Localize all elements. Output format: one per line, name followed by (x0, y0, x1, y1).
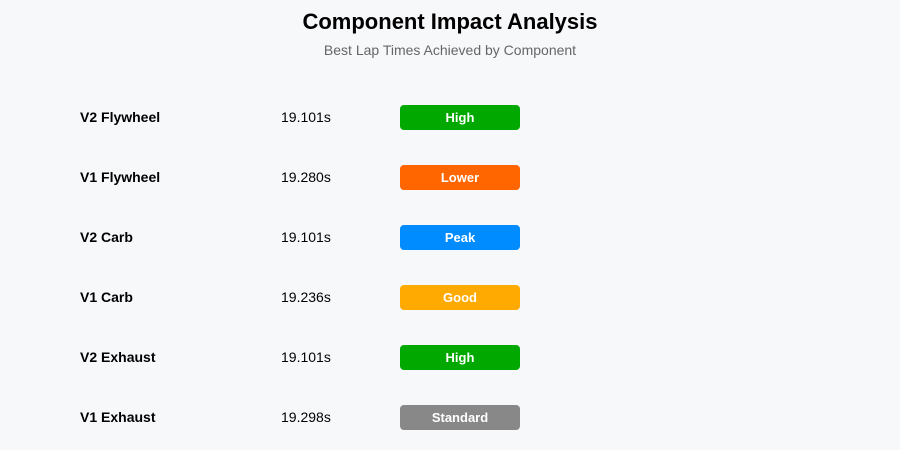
component-row: V1 Exhaust 19.298s Standard (0, 405, 900, 431)
best-lap-time: 19.101s (281, 349, 331, 365)
component-row: V1 Carb 19.236s Good (0, 285, 900, 311)
component-row: V2 Exhaust 19.101s High (0, 345, 900, 371)
best-lap-time: 19.280s (281, 169, 331, 185)
impact-badge: High (400, 345, 520, 370)
component-name: V2 Carb (80, 229, 133, 245)
component-name: V1 Carb (80, 289, 133, 305)
page-title: Component Impact Analysis (302, 9, 598, 34)
page-subtitle: Best Lap Times Achieved by Component (323, 42, 577, 58)
component-name: V1 Flywheel (80, 169, 161, 185)
component-name: V2 Flywheel (80, 109, 161, 125)
best-lap-time: 19.298s (281, 409, 331, 425)
component-row: V2 Carb 19.101s Peak (0, 225, 900, 251)
component-name: V1 Exhaust (80, 409, 156, 425)
impact-badge: Lower (400, 165, 520, 190)
best-lap-time: 19.101s (281, 229, 331, 245)
best-lap-time: 19.101s (281, 109, 331, 125)
best-lap-time: 19.236s (281, 289, 331, 305)
impact-badge: High (400, 105, 520, 130)
component-row: V2 Flywheel 19.101s High (0, 105, 900, 131)
impact-badge: Good (400, 285, 520, 310)
impact-badge: Standard (400, 405, 520, 430)
component-name: V2 Exhaust (80, 349, 156, 365)
component-row: V1 Flywheel 19.280s Lower (0, 165, 900, 191)
impact-badge: Peak (400, 225, 520, 250)
